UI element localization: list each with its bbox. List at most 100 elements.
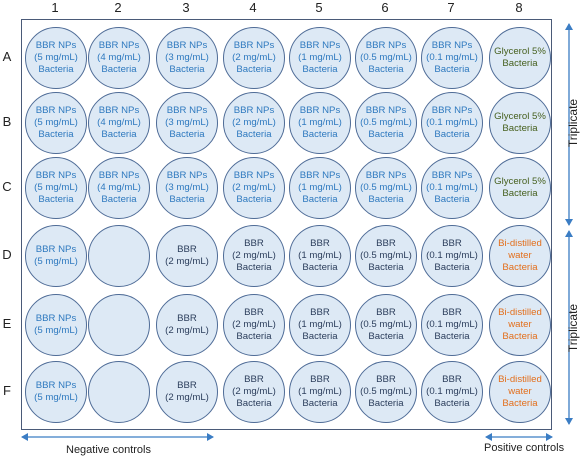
well-a8: Glycerol 5% Bacteria [489,27,551,89]
well-e3: BBR (2 mg/mL) [156,294,218,356]
well-label: BBR (1 mg/mL) Bacteria [298,238,342,273]
well-d3: BBR (2 mg/mL) [156,225,218,287]
well-e1: BBR NPs (5 mg/mL) [25,294,87,356]
well-a4: BBR NPs (2 mg/mL) Bacteria [223,27,285,89]
well-f3: BBR (2 mg/mL) [156,361,218,423]
well-label: BBR NPs (1 mg/mL) Bacteria [298,170,342,205]
well-label: BBR NPs (4 mg/mL) Bacteria [97,40,141,75]
well-label: BBR NPs (5 mg/mL) [34,244,78,267]
triplicate-bottom-label: Triplicate [566,303,580,353]
well-f5: BBR (1 mg/mL) Bacteria [289,361,351,423]
well-label: BBR (0.5 mg/mL) Bacteria [360,374,412,409]
well-label: Bi-distilled water Bacteria [498,374,542,409]
well-c3: BBR NPs (3 mg/mL) Bacteria [156,157,218,219]
well-label: BBR NPs (3 mg/mL) Bacteria [165,105,209,140]
column-header-7: 7 [447,0,455,15]
well-b6: BBR NPs (0.5 mg/mL) Bacteria [355,92,417,154]
well-d8: Bi-distilled water Bacteria [489,225,551,287]
well-label: BBR NPs (5 mg/mL) Bacteria [34,170,78,205]
well-label: BBR NPs (1 mg/mL) Bacteria [298,40,342,75]
well-f4: BBR (2 mg/mL) Bacteria [223,361,285,423]
well-d5: BBR (1 mg/mL) Bacteria [289,225,351,287]
well-e8: Bi-distilled water Bacteria [489,294,551,356]
well-f2 [88,361,150,423]
row-header-a: A [2,49,12,64]
well-d6: BBR (0.5 mg/mL) Bacteria [355,225,417,287]
well-d4: BBR (2 mg/mL) Bacteria [223,225,285,287]
well-plate: BBR NPs (5 mg/mL) Bacteria BBR NPs (4 mg/… [21,19,552,430]
well-d1: BBR NPs (5 mg/mL) [25,225,87,287]
well-e6: BBR (0.5 mg/mL) Bacteria [355,294,417,356]
column-header-2: 2 [114,0,122,15]
well-label: BBR NPs (4 mg/mL) Bacteria [97,105,141,140]
well-c7: BBR NPs (0.1 mg/mL) Bacteria [421,157,483,219]
well-label: Glycerol 5% Bacteria [494,176,546,199]
well-label: BBR NPs (1 mg/mL) Bacteria [298,105,342,140]
well-label: BBR (1 mg/mL) Bacteria [298,374,342,409]
row-header-d: D [2,247,12,262]
well-d2 [88,225,150,287]
well-label: BBR NPs (5 mg/mL) Bacteria [34,40,78,75]
well-e5: BBR (1 mg/mL) Bacteria [289,294,351,356]
row-header-c: C [2,179,12,194]
well-b2: BBR NPs (4 mg/mL) Bacteria [88,92,150,154]
well-a2: BBR NPs (4 mg/mL) Bacteria [88,27,150,89]
well-label: BBR (1 mg/mL) Bacteria [298,307,342,342]
well-a1: BBR NPs (5 mg/mL) Bacteria [25,27,87,89]
well-label: BBR (0.5 mg/mL) Bacteria [360,238,412,273]
well-label: BBR (2 mg/mL) [165,313,209,336]
well-label: BBR (0.1 mg/mL) Bacteria [426,374,478,409]
well-label: Bi-distilled water Bacteria [498,307,542,342]
well-c5: BBR NPs (1 mg/mL) Bacteria [289,157,351,219]
well-label: BBR (2 mg/mL) [165,244,209,267]
well-b3: BBR NPs (3 mg/mL) Bacteria [156,92,218,154]
well-label: BBR NPs (0.5 mg/mL) Bacteria [360,105,412,140]
column-header-8: 8 [515,0,523,15]
well-d7: BBR (0.1 mg/mL) Bacteria [421,225,483,287]
well-a3: BBR NPs (3 mg/mL) Bacteria [156,27,218,89]
row-header-f: F [3,383,11,398]
well-a7: BBR NPs (0.1 mg/mL) Bacteria [421,27,483,89]
well-label: Glycerol 5% Bacteria [494,111,546,134]
well-label: BBR NPs (5 mg/mL) [34,313,78,336]
well-label: BBR NPs (3 mg/mL) Bacteria [165,170,209,205]
well-c2: BBR NPs (4 mg/mL) Bacteria [88,157,150,219]
well-a5: BBR NPs (1 mg/mL) Bacteria [289,27,351,89]
well-b5: BBR NPs (1 mg/mL) Bacteria [289,92,351,154]
well-label: BBR NPs (2 mg/mL) Bacteria [232,105,276,140]
well-b1: BBR NPs (5 mg/mL) Bacteria [25,92,87,154]
well-e7: BBR (0.1 mg/mL) Bacteria [421,294,483,356]
well-label: BBR NPs (4 mg/mL) Bacteria [97,170,141,205]
well-f8: Bi-distilled water Bacteria [489,361,551,423]
triplicate-top-label: Triplicate [566,98,580,148]
well-label: Bi-distilled water Bacteria [498,238,542,273]
well-label: BBR NPs (5 mg/mL) Bacteria [34,105,78,140]
well-label: BBR NPs (2 mg/mL) Bacteria [232,170,276,205]
well-label: BBR NPs (0.1 mg/mL) Bacteria [426,40,478,75]
well-b8: Glycerol 5% Bacteria [489,92,551,154]
column-header-6: 6 [381,0,389,15]
well-label: BBR (2 mg/mL) Bacteria [232,307,276,342]
column-header-3: 3 [182,0,190,15]
well-f7: BBR (0.1 mg/mL) Bacteria [421,361,483,423]
well-b4: BBR NPs (2 mg/mL) Bacteria [223,92,285,154]
well-b7: BBR NPs (0.1 mg/mL) Bacteria [421,92,483,154]
well-f6: BBR (0.5 mg/mL) Bacteria [355,361,417,423]
well-f1: BBR NPs (5 mg/mL) [25,361,87,423]
well-label: Glycerol 5% Bacteria [494,46,546,69]
well-label: BBR (2 mg/mL) Bacteria [232,374,276,409]
positive-controls-label: Positive controls [484,442,565,454]
well-e2 [88,294,150,356]
well-label: BBR NPs (5 mg/mL) [34,380,78,403]
well-label: BBR NPs (0.1 mg/mL) Bacteria [426,105,478,140]
row-header-e: E [2,316,12,331]
well-c6: BBR NPs (0.5 mg/mL) Bacteria [355,157,417,219]
well-label: BBR NPs (0.5 mg/mL) Bacteria [360,40,412,75]
well-label: BBR (2 mg/mL) Bacteria [232,238,276,273]
well-label: BBR NPs (3 mg/mL) Bacteria [165,40,209,75]
column-header-1: 1 [51,0,59,15]
row-header-b: B [2,114,12,129]
well-e4: BBR (2 mg/mL) Bacteria [223,294,285,356]
well-c4: BBR NPs (2 mg/mL) Bacteria [223,157,285,219]
